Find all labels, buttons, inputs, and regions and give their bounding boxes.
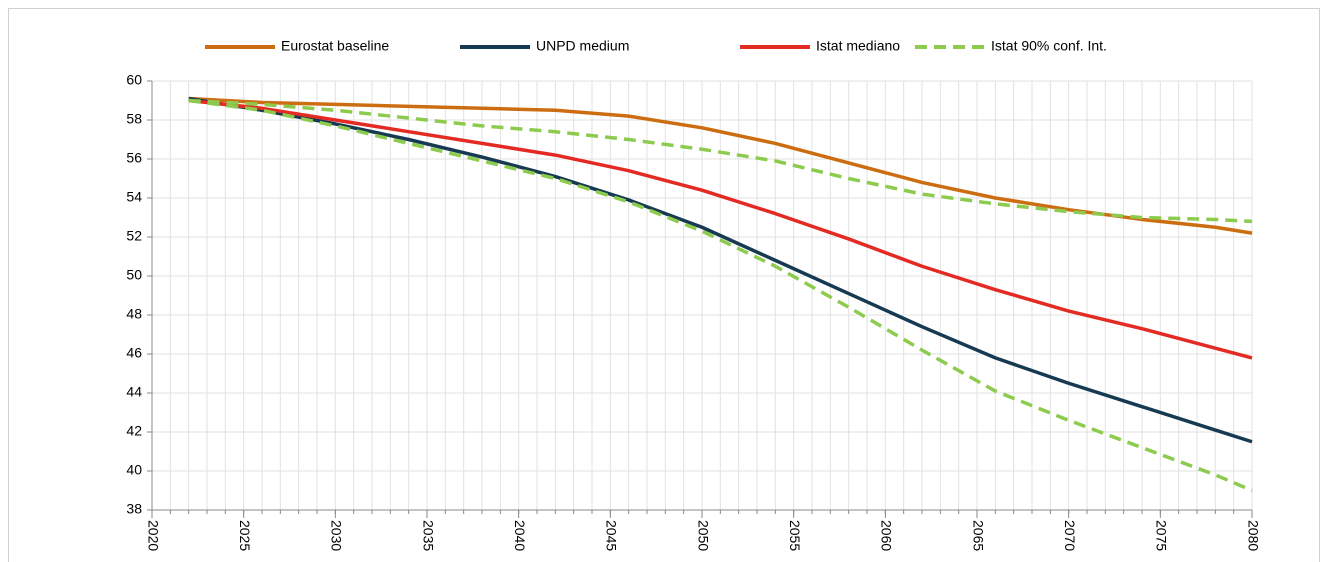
x-tick-label: 2070 (1062, 520, 1078, 551)
x-tick-label: 2075 (1154, 520, 1170, 551)
legend-label: UNPD medium (536, 38, 629, 54)
x-tick-label: 2020 (145, 520, 161, 551)
x-tick-label: 2055 (787, 520, 803, 551)
x-tick-label: 2065 (970, 520, 986, 551)
y-tick-label: 56 (126, 150, 142, 166)
legend-label: Istat mediano (816, 38, 900, 54)
y-tick-label: 48 (126, 306, 142, 322)
x-tick-label: 2040 (512, 520, 528, 551)
x-tick-label: 2035 (420, 520, 436, 551)
series-line (188, 98, 1253, 224)
series-line (188, 98, 1253, 360)
x-tick-label: 2060 (879, 520, 895, 551)
y-tick-label: 54 (126, 189, 142, 205)
y-tick-label: 60 (126, 72, 142, 88)
x-tick-label: 2050 (695, 520, 711, 551)
y-tick-label: 46 (126, 345, 142, 361)
legend-label: Istat 90% conf. Int. (991, 38, 1107, 54)
chart-frame (8, 8, 1320, 562)
y-tick-label: 40 (126, 462, 142, 478)
x-tick-label: 2025 (237, 520, 253, 551)
series-line (188, 96, 1253, 235)
y-tick-label: 52 (126, 228, 142, 244)
legend-label: Eurostat baseline (281, 38, 389, 54)
x-tick-label: 2030 (329, 520, 345, 551)
series-line (188, 96, 1253, 444)
x-tick-label: 2045 (604, 520, 620, 551)
y-tick-label: 42 (126, 423, 142, 439)
y-tick-label: 58 (126, 111, 142, 127)
y-tick-label: 44 (126, 384, 142, 400)
series-line (188, 98, 1253, 493)
y-tick-label: 50 (126, 267, 142, 283)
y-tick-label: 38 (126, 501, 142, 517)
x-tick-label: 2080 (1245, 520, 1261, 551)
